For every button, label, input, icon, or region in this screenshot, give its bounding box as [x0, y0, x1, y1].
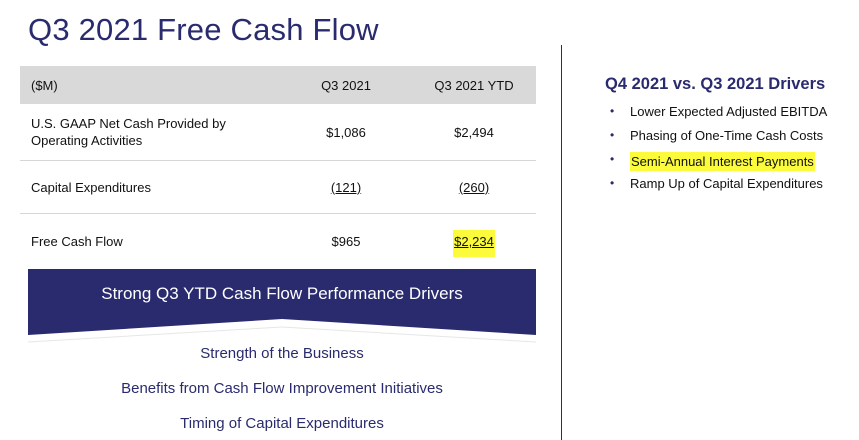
page-title: Q3 2021 Free Cash Flow	[28, 12, 379, 47]
bullet-icon: •	[610, 104, 615, 118]
list-item: • Ramp Up of Capital Expenditures	[610, 176, 823, 191]
header-unit: ($M)	[31, 77, 58, 93]
row-label: Free Cash Flow	[31, 233, 123, 249]
bullet-icon: •	[610, 176, 615, 190]
row-ytd-value: (260)	[458, 179, 490, 195]
list-item: • Semi-Annual Interest Payments	[610, 152, 827, 176]
row-label: Capital Expenditures	[31, 179, 151, 195]
row-ytd-value-highlighted: $2,234	[453, 229, 495, 257]
highlighted-text: Semi-Annual Interest Payments	[630, 152, 815, 171]
bullet-icon: •	[610, 128, 615, 142]
banner-chevron-shape	[28, 269, 536, 343]
table-row: U.S. GAAP Net Cash Provided by Operating…	[20, 104, 536, 161]
table-header: ($M) Q3 2021 Q3 2021 YTD	[20, 66, 536, 104]
row-q3-value: (121)	[330, 179, 362, 195]
row-q3-value: $1,086	[326, 124, 366, 140]
header-q3: Q3 2021	[321, 77, 371, 93]
row-label: U.S. GAAP Net Cash Provided by Operating…	[31, 116, 226, 148]
driver-item: Benefits from Cash Flow Improvement Init…	[121, 380, 443, 397]
row-q3-value: $965	[331, 233, 361, 249]
table-row: Capital Expenditures (121) (260)	[20, 161, 536, 214]
driver-item: Strength of the Business	[200, 345, 364, 362]
list-item: • Phasing of One-Time Cash Costs	[610, 128, 824, 143]
driver-item: Timing of Capital Expenditures	[180, 415, 384, 432]
q4-drivers-title: Q4 2021 vs. Q3 2021 Drivers	[605, 75, 826, 93]
list-item: • Lower Expected Adjusted EBITDA	[610, 104, 828, 119]
header-ytd: Q3 2021 YTD	[434, 77, 514, 93]
cash-flow-table: ($M) Q3 2021 Q3 2021 YTD U.S. GAAP Net C…	[20, 66, 536, 268]
row-ytd-value: $2,494	[454, 124, 494, 140]
bullet-icon: •	[610, 152, 615, 166]
q4-drivers-list: • Lower Expected Adjusted EBITDA • Phasing…	[610, 104, 827, 200]
vertical-divider	[561, 45, 562, 440]
drivers-banner: Strong Q3 YTD Cash Flow Performance Driv…	[28, 269, 536, 345]
banner-title: Strong Q3 YTD Cash Flow Performance Driv…	[101, 284, 463, 303]
table-row: Free Cash Flow $965 $2,234	[20, 214, 536, 268]
